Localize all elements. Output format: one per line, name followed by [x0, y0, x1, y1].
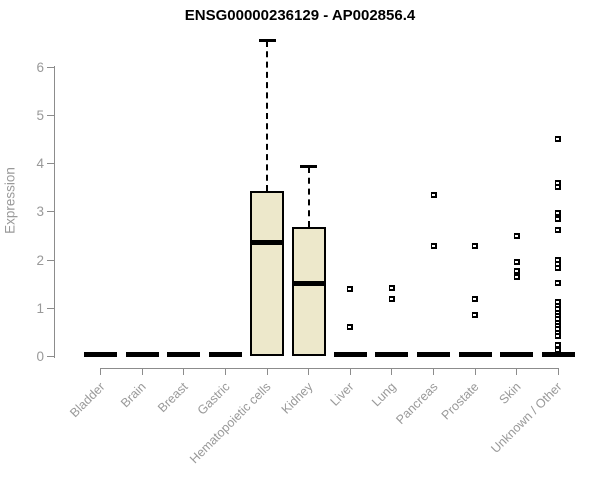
x-tick	[183, 368, 185, 375]
y-tick	[47, 307, 54, 309]
x-tick	[349, 368, 351, 375]
y-tick-label: 6	[36, 59, 44, 75]
outlier-point	[513, 268, 520, 275]
x-tick	[433, 368, 434, 375]
y-tick	[47, 356, 54, 357]
y-tick-label: 1	[36, 300, 44, 316]
outlier-point	[472, 296, 479, 303]
outlier-point	[347, 324, 354, 331]
outlier-point	[555, 257, 562, 263]
x-tick	[516, 368, 518, 375]
outlier-point	[555, 326, 562, 333]
outlier-point	[555, 329, 562, 336]
collapsed-box	[167, 351, 201, 357]
collapsed-box	[500, 351, 534, 357]
x-tick	[391, 368, 393, 375]
outlier-point	[555, 216, 562, 223]
collapsed-box	[209, 351, 242, 357]
outlier-point	[472, 243, 479, 250]
whisker-line	[266, 40, 269, 191]
outlier-point	[555, 323, 562, 330]
outlier-point	[555, 333, 562, 340]
outlier-point	[472, 311, 479, 318]
outlier-point	[555, 260, 562, 267]
collapsed-box	[375, 351, 409, 357]
x-tick	[141, 368, 143, 375]
x-tick	[308, 368, 310, 375]
y-axis-line	[54, 66, 55, 358]
y-tick	[47, 259, 54, 261]
outlier-point	[555, 341, 562, 348]
y-tick	[47, 163, 54, 164]
box	[291, 227, 326, 356]
x-tick	[474, 368, 476, 375]
x-tick	[266, 368, 268, 375]
outlier-point	[555, 227, 562, 234]
x-tick	[557, 368, 559, 375]
y-tick-label: 5	[36, 107, 44, 123]
whisker-line	[307, 166, 310, 228]
y-tick	[47, 114, 54, 116]
y-tick	[47, 66, 54, 68]
collapsed-box	[84, 351, 118, 357]
outlier-point	[555, 319, 562, 326]
whisker-cap	[300, 165, 318, 169]
outlier-point	[388, 296, 395, 303]
collapsed-box	[458, 351, 492, 357]
y-tick-label: 2	[36, 252, 44, 268]
outlier-point	[555, 210, 562, 217]
outlier-point	[513, 258, 520, 265]
median-line	[250, 239, 285, 245]
outlier-point	[555, 316, 562, 323]
collapsed-box	[125, 351, 159, 357]
x-tick-label: Unknown / Other	[304, 379, 565, 456]
outlier-point	[555, 183, 562, 190]
outlier-point	[555, 302, 562, 309]
outlier-point	[347, 285, 354, 292]
y-tick	[47, 211, 54, 213]
x-tick	[225, 368, 226, 375]
outlier-point	[555, 347, 562, 354]
outlier-point	[555, 299, 562, 306]
y-tick-label: 4	[36, 156, 44, 171]
x-tick	[100, 368, 102, 375]
outlier-point	[555, 264, 562, 271]
outlier-point	[513, 273, 520, 280]
outlier-point	[555, 280, 562, 287]
outlier-point	[388, 284, 395, 291]
outlier-point	[430, 191, 437, 198]
x-axis-line	[100, 368, 559, 369]
outlier-point	[555, 179, 562, 186]
collapsed-box	[417, 351, 450, 357]
chart-title: ENSG00000236129 - AP002856.4	[184, 7, 416, 24]
y-tick-label: 3	[36, 204, 44, 220]
outlier-point	[555, 309, 562, 316]
outlier-point	[555, 312, 562, 319]
box	[250, 190, 285, 356]
outlier-point	[555, 135, 562, 142]
outlier-point	[555, 306, 562, 313]
whisker-cap	[258, 39, 276, 43]
collapsed-box	[333, 351, 367, 357]
collapsed-box	[541, 351, 575, 357]
median-line	[291, 280, 326, 286]
y-tick-label: 0	[36, 349, 44, 364]
outlier-point	[430, 243, 437, 249]
outlier-point	[513, 232, 520, 239]
